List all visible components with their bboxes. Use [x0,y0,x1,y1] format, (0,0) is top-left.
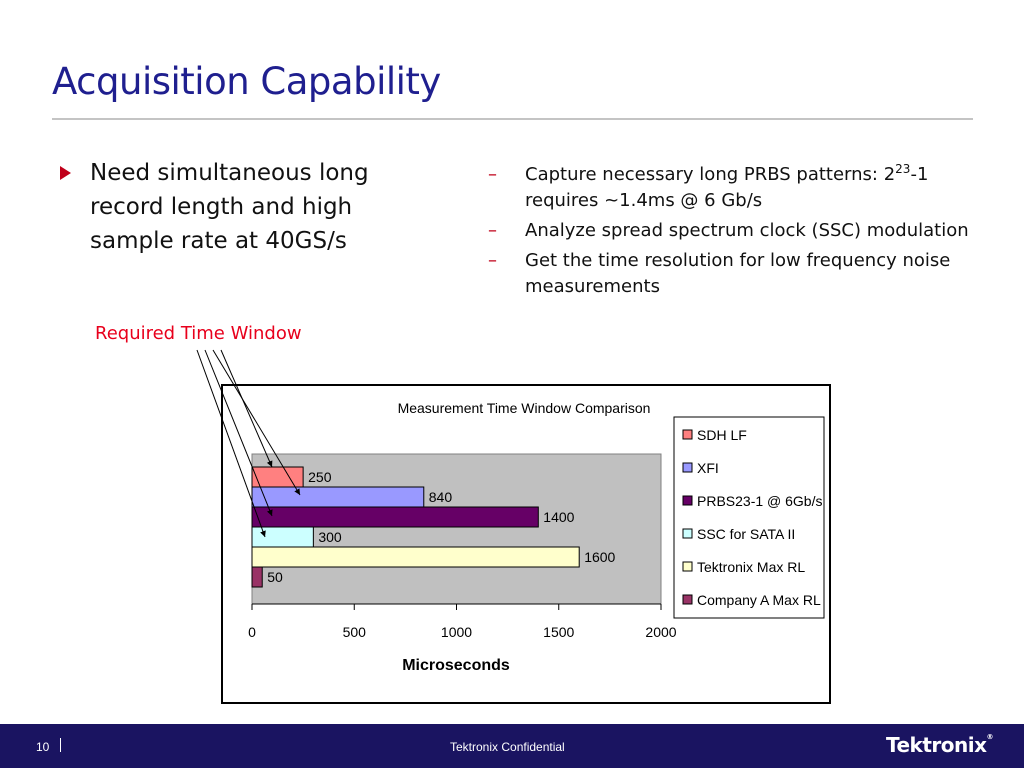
plot-area [251,453,662,605]
bar-labels: 250 840 1400 300 1600 50 [267,469,615,585]
triangle-bullet-icon [60,166,71,180]
x-tick-label: 2000 [645,624,676,640]
callout-arrow [220,349,273,468]
sub-bullet-text: Capture necessary long PRBS patterns: 2 [525,164,896,185]
legend-swatch [682,528,693,539]
bar-value-label: 1400 [543,509,574,525]
bar-value-label: 50 [267,569,283,585]
bar-value-label: 840 [429,489,453,505]
callout-arrow [212,349,301,496]
x-axis-label: Microseconds [402,657,510,674]
dash-bullet-icon: – [488,164,497,185]
footer-bar: 10 Tektronix Confidential Tektronix® [0,724,1024,768]
legend-swatch [682,462,693,473]
callout-arrow [204,349,273,517]
superscript: 23 [895,162,911,176]
legend-swatch [682,495,693,506]
main-bullet: Need simultaneous long record length and… [60,156,400,258]
bar [251,466,304,488]
sub-bullet: – Get the time resolution for low freque… [488,248,988,300]
callout-arrows [196,349,301,538]
legend-swatch [682,429,693,440]
sub-bullet-text-tail: -1 requires ~1.4ms @ 6 Gb/s [525,164,929,211]
callout-arrow [196,349,266,538]
legend-swatch [682,594,693,605]
bar-value-label: 1600 [584,549,615,565]
x-tick-label: 0 [248,624,256,640]
x-tick-label: 1000 [441,624,472,640]
page-number: 10 [36,740,50,754]
dash-bullet-icon: – [488,250,497,271]
tektronix-logo: Tektronix® [886,733,993,757]
legend-label: Company A Max RL [697,592,821,608]
sub-bullet-text: Get the time resolution for low frequenc… [525,250,951,297]
chart-title: Measurement Time Window Comparison [398,400,651,416]
legend-label: Tektronix Max RL [697,559,805,575]
x-tick-label: 500 [343,624,367,640]
legend-label: XFI [697,460,719,476]
bar-value-label: 300 [318,529,342,545]
registered-mark-icon: ® [986,733,994,741]
sub-bullet-text: Analyze spread spectrum clock (SSC) modu… [525,220,969,241]
legend-label: SSC for SATA II [697,526,795,542]
bar [251,526,314,548]
logo-text: Tektronix [886,733,987,757]
page-number-separator [60,738,61,752]
bar [251,566,263,588]
slide-title: Acquisition Capability [52,60,441,103]
required-time-window-callout: Required Time Window [95,323,302,344]
legend: SDH LF XFI PRBS23-1 @ 6Gb/s SSC for SATA II… [682,427,823,608]
bar [251,486,425,508]
legend-label: SDH LF [697,427,747,443]
sub-bullet: – Analyze spread spectrum clock (SSC) mo… [488,218,988,244]
bar [251,506,539,528]
x-tick-label: 1500 [543,624,574,640]
x-axis-ticks: 0 500 1000 1500 2000 [248,604,677,640]
title-divider [52,118,973,120]
bar [251,546,580,568]
legend-swatch [682,561,693,572]
legend-box [673,416,825,619]
main-bullet-text: Need simultaneous long record length and… [90,160,369,254]
bar-value-label: 250 [308,469,332,485]
dash-bullet-icon: – [488,220,497,241]
legend-label: PRBS23-1 @ 6Gb/s [697,493,823,509]
sub-bullet-list: – Capture necessary long PRBS patterns: … [488,162,988,304]
confidential-label: Tektronix Confidential [450,740,565,754]
sub-bullet: – Capture necessary long PRBS patterns: … [488,162,988,214]
